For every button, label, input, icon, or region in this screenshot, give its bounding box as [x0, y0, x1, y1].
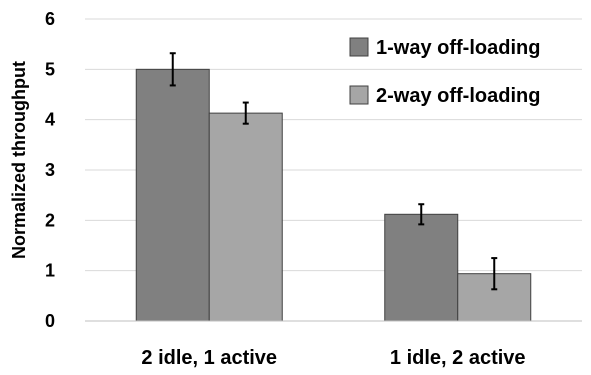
- error-bars: [169, 52, 498, 291]
- bar: [208, 112, 283, 322]
- y-tick-label: 0: [45, 311, 55, 331]
- legend: 1-way off-loading 2-way off-loading: [349, 37, 540, 107]
- y-tick-label: 1: [45, 261, 55, 281]
- y-tick-label: 4: [45, 110, 55, 130]
- legend-swatch: [349, 37, 369, 57]
- bar: [135, 68, 210, 322]
- legend-swatch: [349, 85, 369, 105]
- bars: [135, 68, 532, 322]
- y-tick-label: 5: [45, 59, 55, 79]
- x-category-label: 2 idle, 1 active: [141, 347, 277, 369]
- bar: [384, 213, 459, 322]
- y-axis-title: Normalized throughput: [9, 61, 29, 259]
- y-tick-label: 2: [45, 210, 55, 230]
- legend-label: 1-way off-loading: [376, 37, 540, 59]
- y-tick-label: 3: [45, 160, 55, 180]
- x-category-label: 1 idle, 2 active: [390, 347, 526, 369]
- y-tick-label: 6: [45, 9, 55, 29]
- y-axis-tick-labels: 0 1 2 3 4 5 6: [45, 9, 55, 331]
- legend-label: 2-way off-loading: [376, 85, 540, 107]
- x-axis-category-labels: 2 idle, 1 active 1 idle, 2 active: [141, 347, 525, 369]
